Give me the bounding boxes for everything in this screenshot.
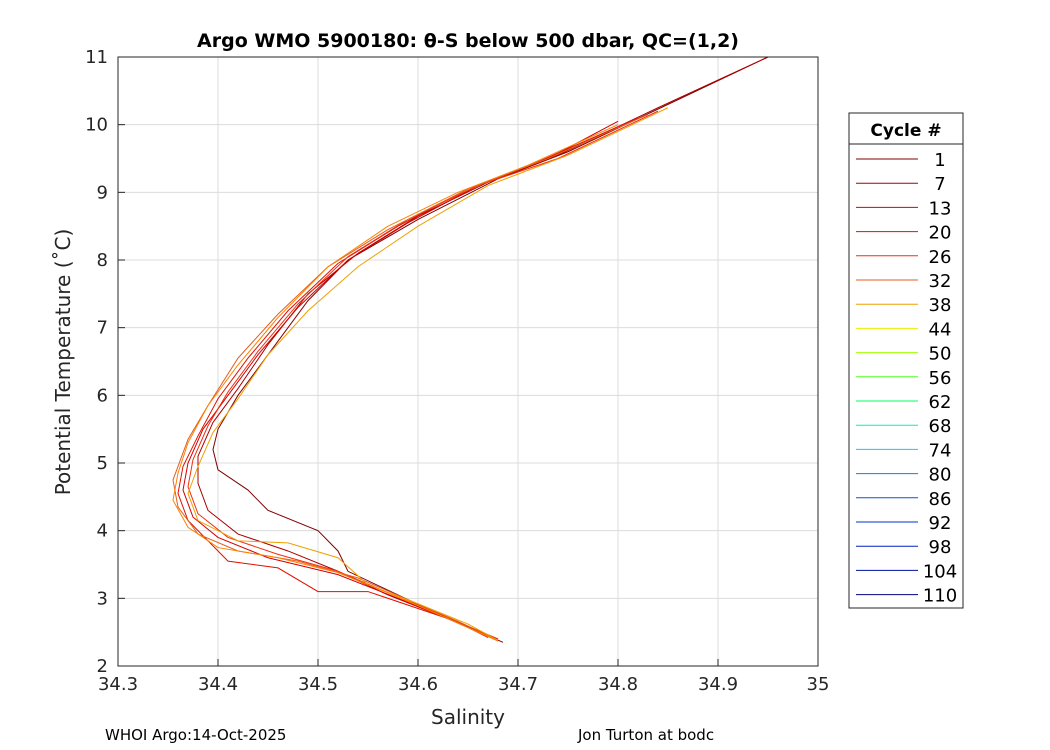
series-line-profile-d [177, 117, 639, 640]
legend-label: 92 [929, 513, 952, 534]
legend-label: 80 [929, 465, 952, 486]
legend-label: 1 [934, 150, 945, 171]
plot-frame [117, 56, 819, 667]
series-line-profile-g [187, 107, 669, 641]
series-line-profile-e [187, 110, 659, 639]
series-line-profile-f [172, 114, 649, 641]
legend-label: 13 [929, 198, 952, 219]
x-tick-label: 34.3 [98, 674, 138, 695]
series-line-profile-c [182, 120, 619, 642]
legend-label: 74 [929, 440, 952, 461]
x-tick-label: 34.7 [498, 674, 538, 695]
y-axis-label: Potential Temperature (˚C) [51, 229, 75, 496]
y-tick-label: 4 [97, 521, 108, 542]
y-tick-label: 2 [97, 656, 108, 677]
x-tick-label: 34.4 [198, 674, 238, 695]
legend-label: 104 [923, 561, 957, 582]
y-tick-label: 5 [97, 453, 108, 474]
footer-left: WHOI Argo:14-Oct-2025 [105, 726, 287, 744]
x-tick-label: 34.5 [298, 674, 338, 695]
legend-label: 62 [929, 392, 952, 413]
legend-label: 7 [934, 174, 945, 195]
chart-title: Argo WMO 5900180: θ-S below 500 dbar, QC… [197, 30, 739, 52]
legend-label: 26 [929, 247, 952, 268]
legend-label: 38 [929, 295, 952, 316]
x-tick-label: 34.8 [598, 674, 638, 695]
legend-label: 20 [929, 223, 952, 244]
legend-label: 86 [929, 489, 952, 510]
y-tick-label: 3 [97, 588, 108, 609]
y-tick-label: 9 [97, 182, 108, 203]
y-tick-label: 10 [85, 115, 108, 136]
legend-label: 50 [929, 344, 952, 365]
legend-label: 98 [929, 537, 952, 558]
legend-box [848, 112, 964, 609]
series-line-profile-h [172, 124, 619, 642]
legend-label: 110 [923, 586, 957, 607]
y-tick-label: 8 [97, 250, 108, 271]
legend-label: 44 [929, 319, 952, 340]
y-tick-label: 11 [85, 47, 108, 68]
legend-label: 56 [929, 368, 952, 389]
series-line-profile-a [212, 56, 769, 643]
footer-right: Jon Turton at bodc [578, 726, 715, 744]
x-tick-label: 35 [807, 674, 830, 695]
x-axis-label: Salinity [431, 705, 505, 729]
x-tick-label: 34.9 [698, 674, 738, 695]
x-tick-label: 34.6 [398, 674, 438, 695]
legend-label: 68 [929, 416, 952, 437]
y-tick-label: 6 [97, 385, 108, 406]
legend: Cycle # 1 7 13 20 26 32 38 44 50 56 62 68 74 80 86 92 98 1… [848, 112, 964, 609]
series-line-profile-b [197, 56, 769, 641]
y-tick-label: 7 [97, 318, 108, 339]
legend-title: Cycle # [870, 121, 941, 141]
legend-label: 32 [929, 271, 952, 292]
